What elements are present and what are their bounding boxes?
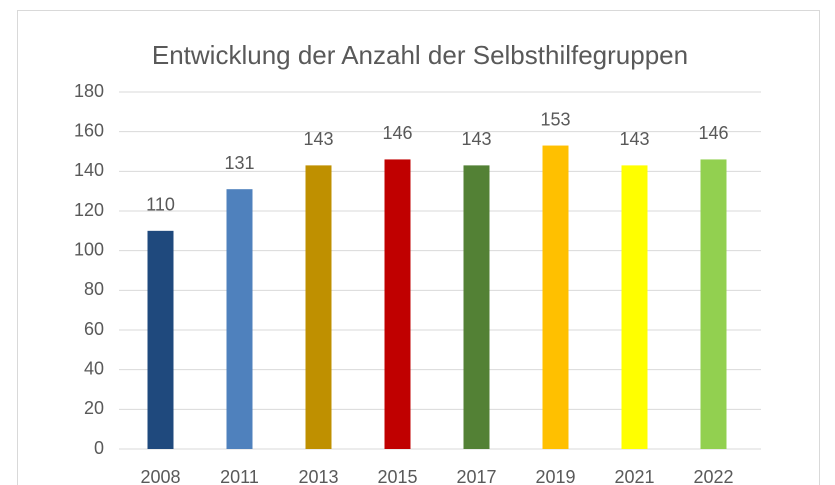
bar <box>384 159 411 449</box>
x-tick-label: 2017 <box>456 467 496 485</box>
value-label: 143 <box>619 129 649 149</box>
y-tick-label: 60 <box>84 319 104 339</box>
bar <box>147 230 174 449</box>
x-tick-label: 2015 <box>377 467 417 485</box>
y-tick-label: 80 <box>84 279 104 299</box>
y-tick-label: 100 <box>74 239 104 259</box>
y-tick-label: 0 <box>94 438 104 458</box>
y-tick-label: 40 <box>84 358 104 378</box>
x-tick-label: 2011 <box>220 467 259 485</box>
bar <box>463 165 490 449</box>
y-tick-label: 140 <box>74 160 104 180</box>
bar <box>542 145 569 450</box>
value-label: 143 <box>461 129 491 149</box>
value-label: 146 <box>698 123 728 143</box>
x-tick-label: 2021 <box>614 467 654 485</box>
y-tick-label: 180 <box>74 81 104 101</box>
x-tick-label: 2022 <box>693 467 733 485</box>
chart-frame <box>17 10 820 485</box>
value-label: 143 <box>303 129 333 149</box>
x-tick-label: 2013 <box>298 467 338 485</box>
bar <box>226 189 253 449</box>
value-label: 146 <box>382 123 412 143</box>
y-tick-label: 20 <box>84 398 104 418</box>
chart-title: Entwicklung der Anzahl der Selbsthilfegr… <box>152 40 688 70</box>
y-tick-label: 160 <box>74 120 104 140</box>
value-label: 110 <box>146 195 175 215</box>
x-tick-label: 2019 <box>535 467 575 485</box>
y-tick-label: 120 <box>74 200 104 220</box>
bar <box>305 165 332 449</box>
bar <box>621 165 648 449</box>
bar <box>700 159 727 449</box>
value-label: 131 <box>224 153 254 173</box>
value-label: 153 <box>540 109 570 129</box>
x-tick-label: 2008 <box>140 467 180 485</box>
